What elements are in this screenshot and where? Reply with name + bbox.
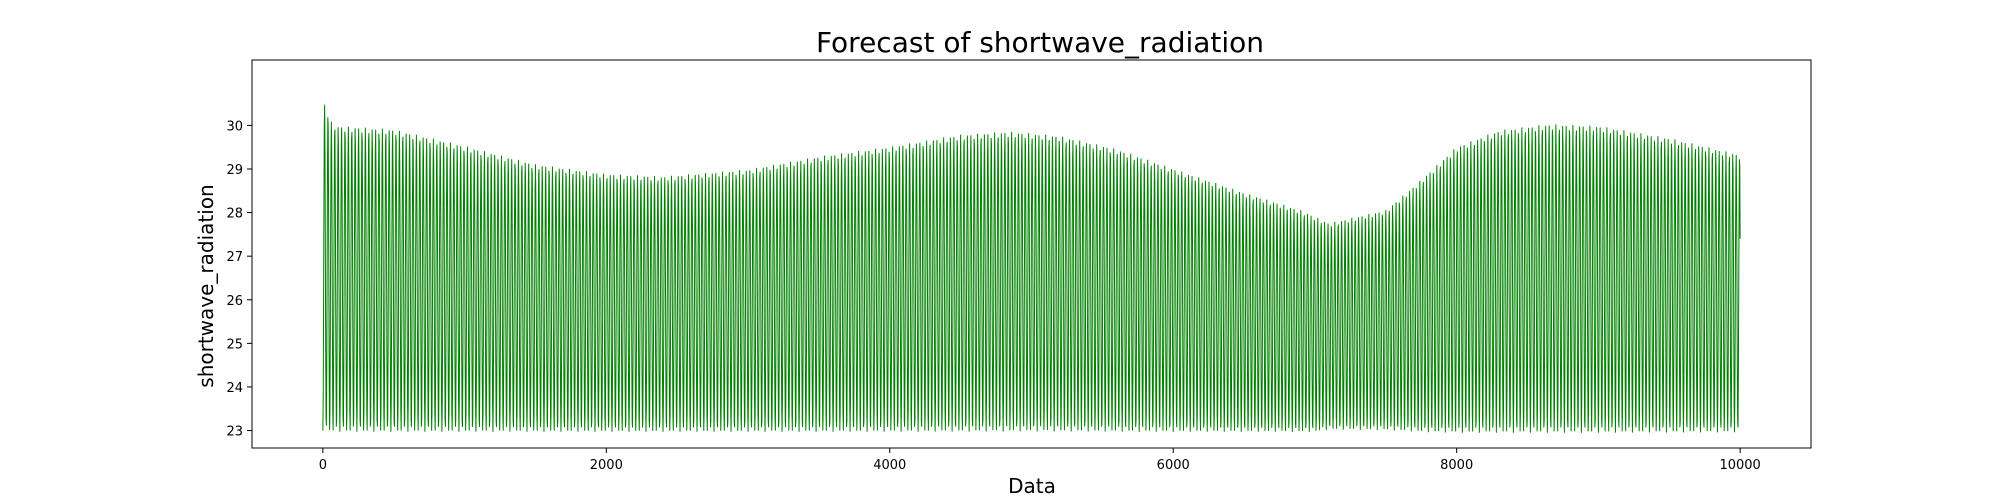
- plot-frame: [251, 59, 1812, 449]
- x-tick-label: 6000: [1157, 458, 1190, 473]
- y-tick-label: 27: [226, 250, 243, 265]
- y-tick-label: 23: [226, 425, 243, 440]
- y-tick-label: 29: [226, 163, 243, 178]
- y-tick-label: 28: [226, 207, 243, 222]
- axes: 0 2000 4000 6000 8000 10000 23 24 25 26 27 28 29 30: [226, 59, 1812, 473]
- y-tick-label: 30: [226, 119, 243, 134]
- y-tick-label: 26: [226, 294, 243, 309]
- plot-area: [322, 104, 1741, 433]
- y-tick-label: 24: [226, 381, 243, 396]
- x-tick-label: 10000: [1719, 458, 1760, 473]
- y-tick-label: 25: [226, 337, 243, 352]
- x-tick-label: 8000: [1440, 458, 1473, 473]
- x-tick-label: 4000: [873, 458, 906, 473]
- x-tick-label: 0: [319, 458, 327, 473]
- x-tick-label: 2000: [590, 458, 623, 473]
- chart-title: Forecast of shortwave_radiation: [816, 26, 1264, 59]
- y-axis-label: shortwave_radiation: [194, 184, 218, 387]
- x-axis-label: Data: [1008, 474, 1056, 498]
- series-line-1: [322, 104, 1741, 433]
